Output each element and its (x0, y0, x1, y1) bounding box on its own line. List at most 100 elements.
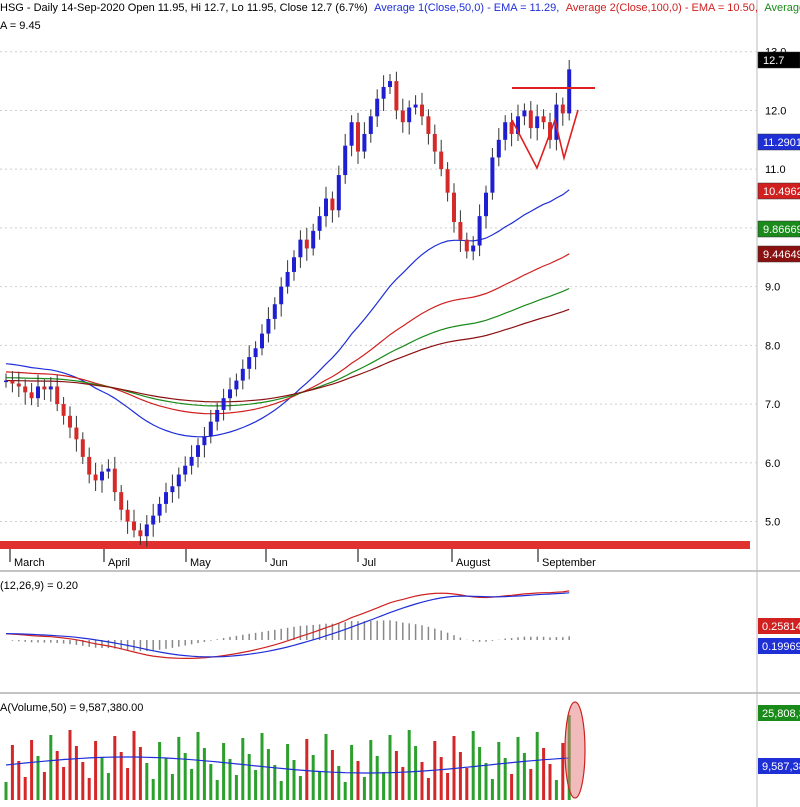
volume-highlight-ellipse (564, 701, 586, 799)
month-band-cell (410, 541, 420, 549)
macd-title: (12,26,9) = 0.20 (0, 580, 78, 592)
month-band-cell (660, 541, 670, 549)
volume-bar (113, 736, 117, 800)
volume-bar (266, 749, 270, 800)
candle-body (356, 122, 360, 152)
volume-bar (394, 751, 398, 800)
volume-bar (318, 771, 322, 800)
candle-body (381, 86, 386, 99)
month-band-cell (350, 541, 360, 549)
volume-bar (516, 737, 520, 800)
volume-bar (414, 746, 418, 800)
month-band-cell (510, 541, 520, 549)
header-text: HSG - Daily 14-Sep-2020 Open 11.95, Hi 1… (0, 2, 800, 14)
volume-bar (529, 769, 533, 800)
volume-bar (215, 780, 219, 800)
month-band-cell (180, 541, 190, 549)
volume-average-line (5, 756, 570, 774)
candle-body (106, 468, 111, 472)
month-band-cell (550, 541, 560, 549)
candle-body (292, 257, 296, 272)
candle-body (490, 157, 495, 193)
month-band-cell (250, 541, 260, 549)
month-band-cell (20, 541, 30, 549)
volume-bar (490, 779, 494, 800)
month-band-cell (60, 541, 70, 549)
volume-bar (190, 769, 194, 800)
header-line2: A = 9.45 (0, 20, 41, 32)
month-band-cell (590, 541, 600, 549)
volume-bar (311, 755, 315, 800)
month-band-cell (650, 541, 660, 549)
candle-body (183, 465, 188, 475)
ma-badge-1: 11.2901 (763, 137, 800, 149)
month-band-cell (230, 541, 240, 549)
candle-body (176, 474, 181, 487)
candle-body (439, 151, 444, 170)
candle-body (400, 110, 405, 123)
candle-body (42, 386, 47, 390)
month-band-cell (130, 541, 140, 549)
volume-bar (177, 737, 181, 800)
volume-bar (151, 779, 155, 800)
month-band-cell (90, 541, 100, 549)
candle-body (330, 198, 335, 211)
volume-bar (4, 782, 8, 800)
candle-body (164, 492, 168, 504)
month-band-cell (680, 541, 690, 549)
candle-body (471, 245, 476, 252)
volume-bar (510, 774, 514, 800)
candle-body (503, 122, 508, 140)
volume-bar (458, 752, 462, 800)
candle-body (247, 357, 252, 369)
ma-badge-4: 9.44649 (763, 249, 800, 261)
volume-bar (375, 756, 379, 800)
volume-title: A(Volume,50) = 9,587,380.00 (0, 702, 143, 714)
volume-bar (324, 734, 328, 800)
volume-bar (522, 753, 526, 800)
month-band-cell (430, 541, 440, 549)
volume-bar (10, 745, 14, 800)
volume-badge-bg (758, 705, 800, 721)
candle-body (151, 515, 156, 525)
month-band-cell (30, 541, 40, 549)
month-band-cell (140, 541, 150, 549)
candle-body (413, 104, 418, 108)
volume-bar (535, 732, 539, 800)
month-band-cell (360, 541, 370, 549)
ma2-line (5, 253, 570, 415)
volume-bar (305, 739, 309, 800)
volume-bar (356, 761, 360, 800)
month-band-cell (400, 541, 410, 549)
y-tick-label: 8.0 (765, 340, 780, 352)
volume-bar (548, 764, 552, 800)
month-band-cell (390, 541, 400, 549)
y-tick-label: 7.0 (765, 399, 780, 411)
month-band-cell (200, 541, 210, 549)
month-band-cell (580, 541, 590, 549)
month-band-cell (720, 541, 730, 549)
volume-bar (292, 760, 296, 800)
candle-body (170, 486, 175, 493)
macd-line (5, 590, 570, 659)
month-band-cell (210, 541, 220, 549)
candle-body (554, 104, 559, 140)
volume-bar (369, 740, 373, 800)
header-ma1: Average 1(Close,50,0) - EMA = 11.29, (374, 2, 559, 14)
candle-body (87, 456, 92, 475)
candle-body (528, 110, 533, 129)
month-band-cell (170, 541, 180, 549)
ma-badge-2-bg (757, 182, 800, 200)
volume-bar (222, 743, 226, 800)
month-band-cell (460, 541, 470, 549)
candle-body (304, 239, 309, 249)
volume-bar (273, 765, 277, 800)
last-close-badge: 12.7 (763, 55, 784, 67)
candle-body (464, 239, 469, 252)
candle-body (196, 445, 200, 457)
month-band-cell (290, 541, 300, 549)
volume-bar (138, 747, 142, 800)
month-band-cell (70, 541, 80, 549)
volume-bar (465, 768, 469, 800)
